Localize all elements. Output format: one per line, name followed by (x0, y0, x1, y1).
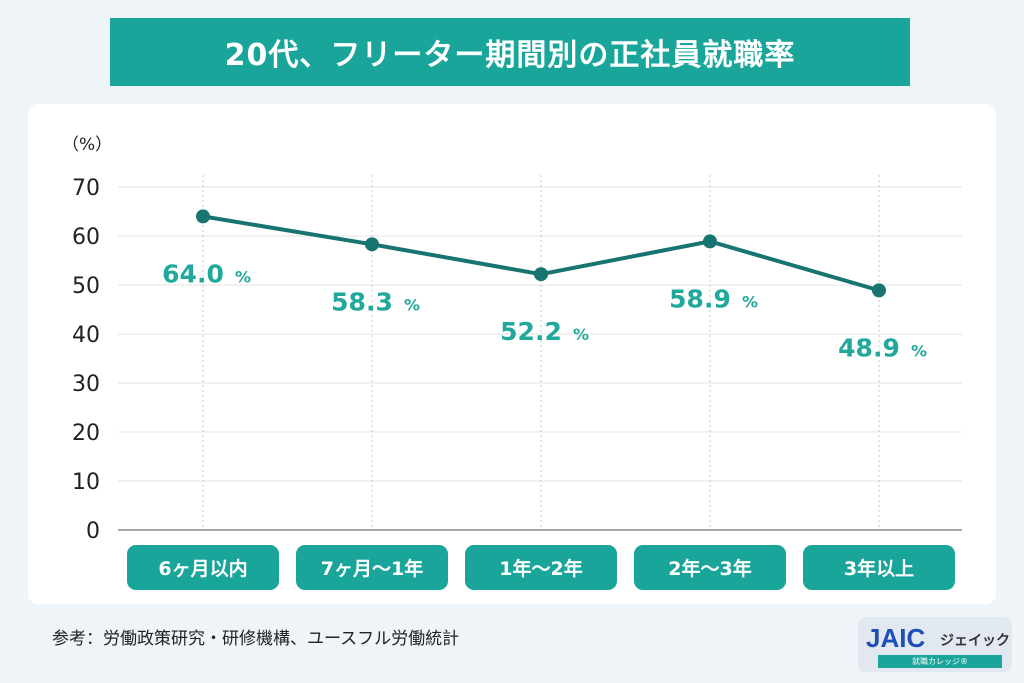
category-pill (296, 545, 448, 590)
data-label: 48.9 (838, 333, 900, 362)
x-tick-label: 2年〜3年 (668, 557, 751, 580)
jaic-logo: JAIC ジェイック 就職カレッジ® (858, 617, 1012, 672)
y-tick-label: 60 (72, 225, 100, 250)
data-point (534, 267, 548, 282)
data-label-unit: % (404, 295, 420, 314)
data-label-unit: % (235, 267, 251, 286)
source-note: 参考：労働政策研究・研修機構、ユースフル労働統計 (52, 629, 460, 649)
data-label: 64.0 (162, 259, 224, 288)
data-label: 58.3 (331, 287, 393, 316)
category-pill (465, 545, 617, 590)
y-tick-label: 50 (72, 274, 100, 299)
data-label-unit: % (742, 292, 758, 311)
chart-title: 20代、フリーター期間別の正社員就職率 (110, 18, 910, 86)
y-tick-label: 20 (72, 421, 100, 446)
data-label-unit: % (911, 341, 927, 360)
data-label: 58.9 (669, 284, 731, 313)
data-point (365, 237, 379, 252)
logo-brand: JAIC (866, 623, 926, 653)
data-point (196, 209, 210, 224)
y-tick-label: 10 (72, 470, 100, 495)
x-tick-label: 1年〜2年 (499, 557, 582, 580)
y-tick-label: 40 (72, 323, 100, 348)
category-pill (127, 545, 279, 590)
logo-sub: 就職カレッジ® (878, 655, 1002, 668)
y-tick-label: 0 (86, 519, 100, 544)
category-pill (634, 545, 786, 590)
data-label-unit: % (573, 325, 589, 344)
data-point (872, 283, 886, 298)
logo-name: ジェイック (940, 633, 1010, 649)
y-tick-label: 30 (72, 372, 100, 397)
data-point (703, 234, 717, 249)
data-label: 52.2 (500, 317, 562, 346)
y-tick-label: 70 (72, 176, 100, 201)
y-axis-unit: （%） (62, 135, 112, 155)
category-pill (803, 545, 955, 590)
x-tick-label: 3年以上 (844, 557, 914, 580)
x-tick-label: 7ヶ月〜1年 (321, 557, 423, 580)
x-tick-label: 6ヶ月以内 (158, 557, 247, 580)
